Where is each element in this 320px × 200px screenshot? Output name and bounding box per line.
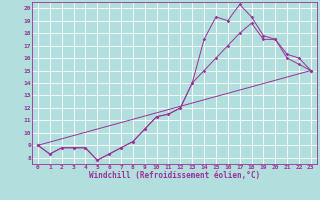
X-axis label: Windchill (Refroidissement éolien,°C): Windchill (Refroidissement éolien,°C) bbox=[89, 171, 260, 180]
